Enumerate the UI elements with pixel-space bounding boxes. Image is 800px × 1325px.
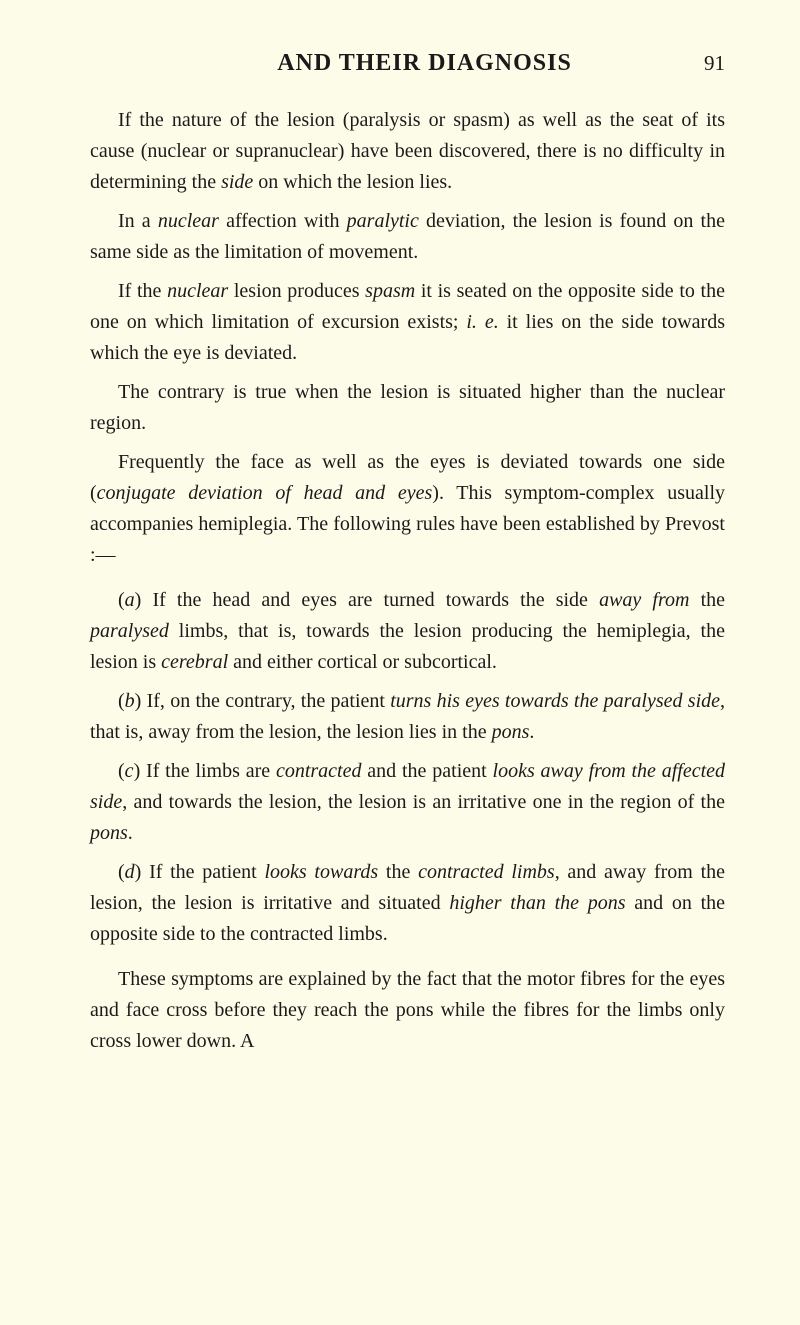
page-header: AND THEIR DIAGNOSIS 91 [90, 50, 725, 77]
page-content: AND THEIR DIAGNOSIS 91 If the nature of … [0, 0, 800, 1115]
paragraph-2: In a nuclear affection with paralytic de… [90, 206, 725, 268]
rule-b: (b) If, on the contrary, the patient tur… [90, 686, 725, 748]
rule-d: (d) If the patient looks towards the con… [90, 857, 725, 950]
header-title: AND THEIR DIAGNOSIS [145, 50, 704, 77]
rules-list: (a) If the head and eyes are turned towa… [90, 585, 725, 950]
paragraph-4: The contrary is true when the lesion is … [90, 377, 725, 439]
paragraph-6: These symptoms are explained by the fact… [90, 964, 725, 1057]
paragraph-3: If the nuclear lesion produces spasm it … [90, 276, 725, 369]
paragraph-1: If the nature of the lesion (paralysis o… [90, 105, 725, 198]
page-number: 91 [704, 51, 725, 76]
rule-c: (c) If the limbs are contracted and the … [90, 756, 725, 849]
rule-a: (a) If the head and eyes are turned towa… [90, 585, 725, 678]
paragraph-5: Frequently the face as well as the eyes … [90, 447, 725, 571]
